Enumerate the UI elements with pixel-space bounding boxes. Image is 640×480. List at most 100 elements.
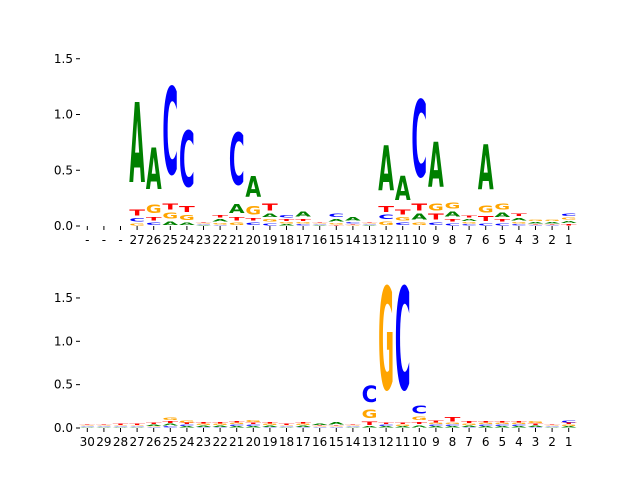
- letter: G: [428, 423, 444, 425]
- letter: G: [445, 202, 461, 211]
- letter: G: [478, 423, 494, 425]
- letter: T: [179, 423, 196, 425]
- x-tick-label: 19: [262, 435, 277, 449]
- x-tick-label: -: [85, 233, 89, 247]
- x-tick-label: 22: [212, 233, 227, 247]
- letter: G: [279, 425, 295, 426]
- letter: C: [162, 65, 178, 203]
- letter: T: [245, 423, 262, 425]
- letter: C: [179, 117, 195, 205]
- letter: G: [96, 425, 112, 426]
- letter: C: [328, 213, 344, 219]
- letter: G: [196, 424, 212, 426]
- letter: G: [79, 425, 95, 426]
- letter: C: [478, 223, 494, 226]
- letter: G: [262, 218, 278, 222]
- letter: T: [345, 224, 362, 225]
- x-tick-label: 24: [179, 435, 194, 449]
- letter: C: [129, 217, 145, 223]
- x-tick-label: 15: [329, 233, 344, 247]
- letter: A: [511, 426, 528, 428]
- letter: T: [146, 216, 163, 221]
- x-tick-label: 1: [565, 435, 573, 449]
- letter: T: [79, 425, 96, 426]
- letter: T: [511, 213, 528, 217]
- letter: C: [196, 427, 212, 428]
- letter: T: [129, 209, 145, 218]
- letter: G: [345, 225, 361, 226]
- x-tick-label: -: [118, 233, 122, 247]
- letter: C: [245, 222, 261, 226]
- letter: T: [528, 424, 545, 426]
- letter: G: [461, 424, 477, 426]
- x-tick-label: 24: [179, 233, 194, 247]
- x-tick-label: 4: [515, 233, 523, 247]
- letter: G: [146, 426, 162, 427]
- letter: A: [411, 213, 427, 222]
- letter: G: [345, 425, 361, 426]
- y-tick-label: 1.0: [54, 108, 73, 122]
- letter: T: [229, 421, 246, 423]
- letter: A: [561, 426, 578, 428]
- letter: A: [445, 426, 462, 428]
- letter: T: [494, 421, 511, 423]
- letter: C: [146, 427, 162, 428]
- x-tick-label: 9: [432, 435, 440, 449]
- y-tick-label: 1.5: [54, 291, 73, 305]
- y-tick-label: 1.0: [54, 334, 73, 348]
- x-tick-label: 27: [129, 435, 144, 449]
- letter: C: [229, 119, 245, 202]
- x-tick-label: 18: [279, 435, 294, 449]
- letter: C: [362, 383, 378, 408]
- letter: A: [113, 427, 130, 428]
- letter: C: [212, 225, 228, 226]
- letter: T: [561, 224, 578, 226]
- letter: T: [328, 225, 345, 226]
- letter: G: [528, 421, 544, 424]
- x-tick-label: 25: [163, 435, 178, 449]
- letter: A: [528, 426, 545, 428]
- letter: G: [511, 423, 527, 425]
- x-tick-label: 15: [329, 435, 344, 449]
- letter: A: [345, 427, 362, 428]
- letter: G: [561, 425, 577, 427]
- letter: A: [245, 170, 261, 203]
- letter: A: [262, 213, 279, 218]
- letter: A: [362, 225, 379, 226]
- letter: A: [96, 427, 113, 428]
- letter: C: [362, 224, 378, 225]
- letter: T: [395, 208, 411, 216]
- letter: A: [245, 426, 262, 428]
- letter: G: [245, 419, 261, 422]
- letter: T: [328, 425, 345, 426]
- x-tick-label: 8: [449, 233, 457, 247]
- letter: A: [478, 131, 494, 204]
- letter: T: [312, 425, 329, 426]
- letter: G: [411, 416, 427, 421]
- y-tick-label: 0.0: [54, 219, 73, 233]
- letter: A: [378, 426, 395, 428]
- letter: C: [478, 425, 494, 427]
- letter: C: [494, 223, 510, 226]
- letter: G: [262, 424, 278, 426]
- letter: T: [362, 222, 379, 223]
- letter: T: [129, 424, 146, 426]
- x-tick-label: 7: [465, 435, 473, 449]
- letter: G: [544, 219, 560, 221]
- letter: A: [494, 211, 510, 218]
- letter: T: [113, 424, 130, 426]
- letter: T: [212, 214, 229, 218]
- x-tick-label: 1: [565, 233, 573, 247]
- letter: T: [295, 422, 312, 424]
- x-tick-label: 25: [163, 233, 178, 247]
- letter: T: [544, 224, 561, 225]
- letter: G: [312, 426, 328, 427]
- letter: C: [528, 225, 544, 226]
- letter: C: [378, 425, 394, 427]
- letter: T: [428, 420, 445, 423]
- x-tick-label: 26: [146, 435, 161, 449]
- y-tick-label: 1.5: [54, 52, 73, 66]
- letter: A: [279, 427, 296, 428]
- letter: T: [445, 416, 461, 423]
- x-tick-label: 6: [482, 233, 490, 247]
